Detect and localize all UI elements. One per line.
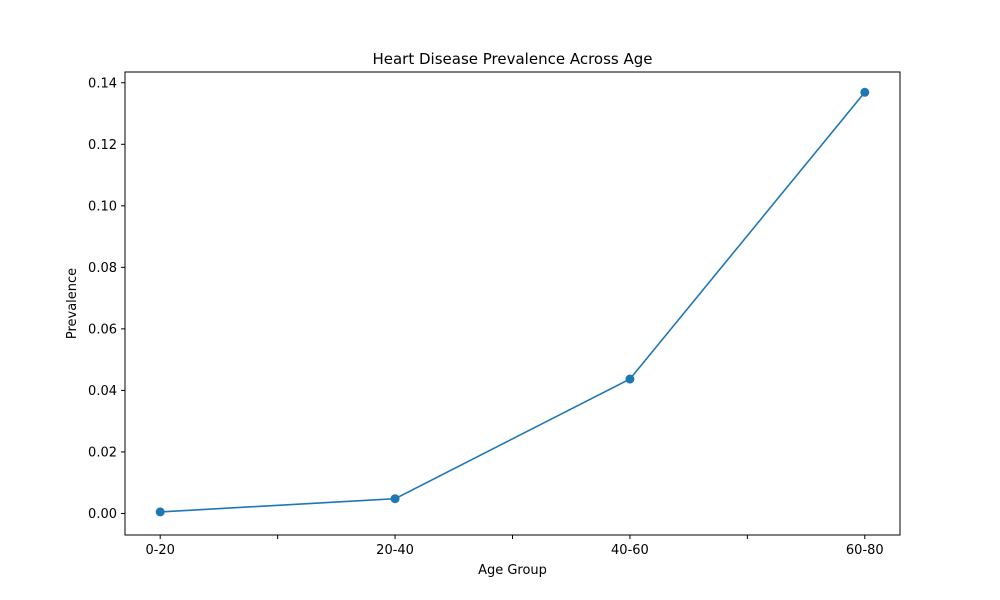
data-point-60-80 xyxy=(860,87,870,97)
series-line xyxy=(160,91,866,513)
y-tick-label: 0.12 xyxy=(88,138,117,153)
y-tick-label: 0.04 xyxy=(88,384,117,399)
chart-title: Heart Disease Prevalence Across Age xyxy=(372,50,652,68)
y-axis: 0.00 0.02 0.04 0.06 0.08 0.10 0.12 0.14 xyxy=(88,76,125,522)
y-tick-label: 0.06 xyxy=(88,322,117,337)
x-tick-label: 0-20 xyxy=(145,543,175,558)
plot-area: 0-20 20-40 40-60 60-80 0.00 0.02 0.04 0.06 0.08… xyxy=(88,71,901,558)
x-axis: 0-20 20-40 40-60 60-80 xyxy=(145,535,884,558)
x-tick-label: 60-80 xyxy=(846,543,884,558)
data-point-0-20 xyxy=(155,507,165,517)
y-tick-label: 0.02 xyxy=(88,445,117,460)
y-tick-label: 0.10 xyxy=(88,199,117,214)
y-tick-label: 0.08 xyxy=(88,261,117,276)
x-axis-label: Age Group xyxy=(478,563,547,578)
plot-frame xyxy=(124,71,901,536)
x-tick-label: 40-60 xyxy=(611,543,649,558)
data-point-40-60 xyxy=(625,374,635,384)
x-tick-label: 20-40 xyxy=(376,543,414,558)
y-tick-label: 0.14 xyxy=(88,76,117,91)
y-tick-label: 0.00 xyxy=(88,507,117,522)
y-axis-label: Prevalence xyxy=(65,268,80,339)
data-point-20-40 xyxy=(390,494,400,504)
series-group xyxy=(155,87,870,517)
